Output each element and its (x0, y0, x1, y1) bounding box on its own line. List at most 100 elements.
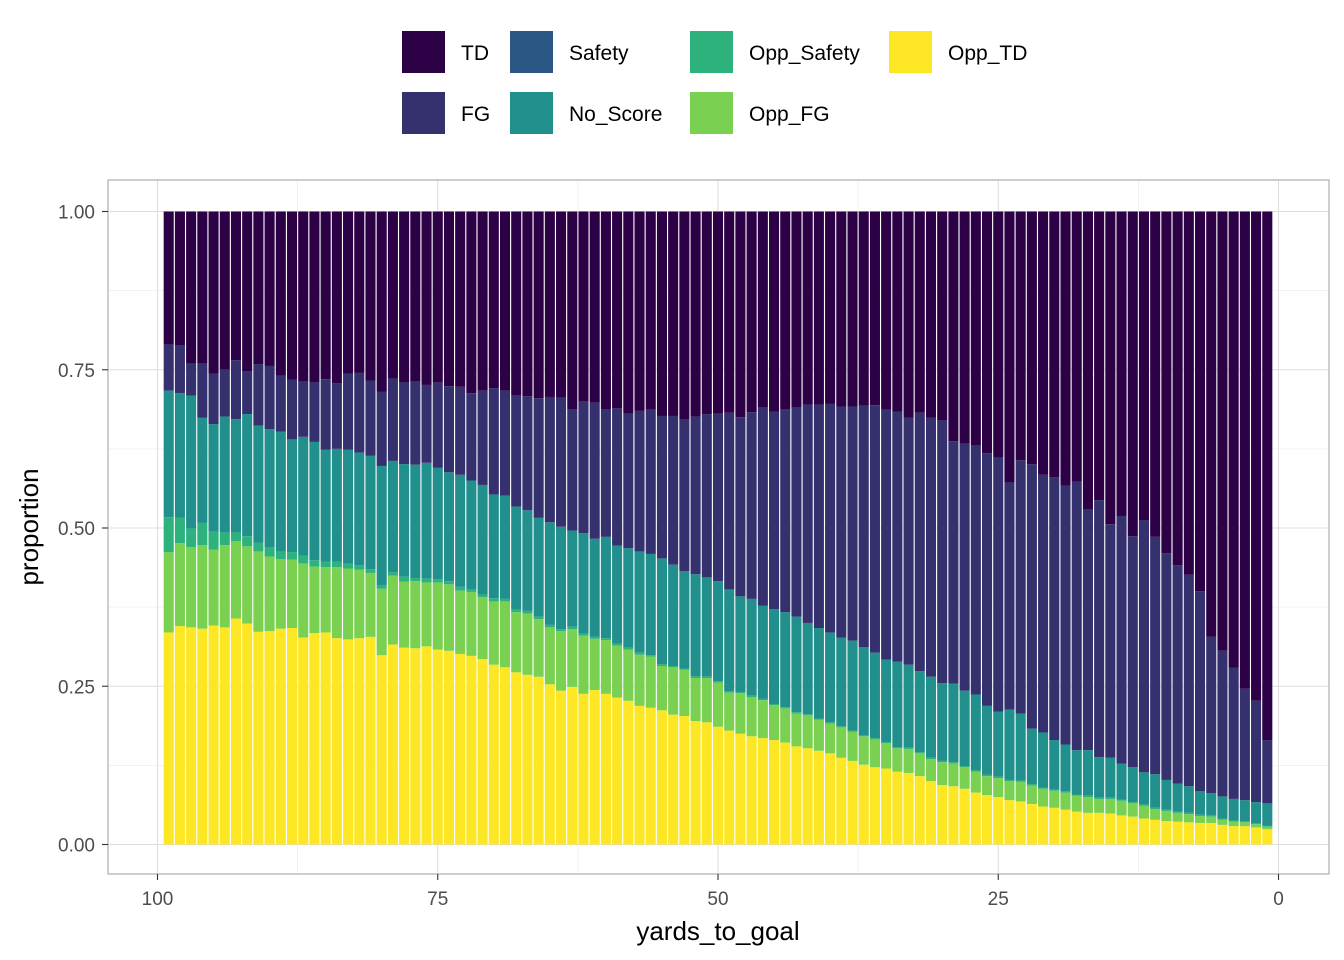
bar-segment (242, 414, 253, 537)
bar-segment (836, 726, 847, 728)
bar-segment (813, 718, 824, 720)
bar-segment (331, 448, 342, 562)
bar-segment (533, 517, 544, 617)
bar-segment (1105, 757, 1116, 798)
bar-segment (1251, 827, 1262, 845)
bar-segment (937, 760, 948, 763)
bar-segment (970, 445, 981, 695)
bar-segment (679, 571, 690, 669)
bar-segment (981, 211, 993, 454)
bar-segment (230, 532, 242, 542)
bar-segment (1206, 816, 1217, 823)
bar-segment (522, 674, 533, 845)
legend-key (510, 92, 553, 134)
bar-segment (421, 211, 432, 385)
bar-segment (578, 633, 589, 636)
bar-segment (1239, 211, 1250, 689)
bar-segment (1026, 211, 1037, 465)
bar-segment (937, 683, 948, 761)
bar-segment (253, 425, 264, 543)
bar-segment (1194, 822, 1206, 845)
bar-segment (410, 578, 421, 582)
bar-segment (1004, 779, 1015, 782)
bar-segment (612, 211, 623, 409)
bar-segment (1228, 211, 1239, 668)
bar-segment (769, 609, 780, 704)
bar-segment (701, 414, 712, 578)
bar-segment (925, 676, 937, 758)
bar-segment (1094, 757, 1105, 798)
bar-segment (219, 545, 230, 628)
bar-segment (230, 618, 242, 845)
y-tick-label: 0.00 (58, 836, 95, 857)
bar-segment (668, 665, 679, 668)
bar-segment (634, 410, 645, 552)
bar-segment (1127, 536, 1138, 768)
bar-segment (186, 627, 197, 845)
bar-segment (881, 659, 892, 742)
bar-segment (1004, 482, 1015, 710)
bar-segment (1004, 709, 1015, 780)
bar-segment (1071, 794, 1082, 796)
bar-segment (499, 495, 511, 599)
bar-segment (712, 413, 724, 582)
bar-segment (1015, 713, 1026, 781)
bar-segment (567, 408, 578, 531)
bar-segment (746, 736, 757, 845)
bar-segment (343, 449, 354, 564)
bar-segment (1161, 810, 1172, 822)
bar-segment (836, 211, 847, 407)
bar-segment (600, 408, 611, 537)
bar-segment (1071, 795, 1082, 812)
bar-segment (343, 568, 354, 640)
bar-segment (679, 211, 690, 420)
bar-segment (1217, 650, 1228, 797)
bar-segment (1161, 779, 1172, 810)
bar-segment (825, 632, 836, 723)
bar-segment (298, 637, 309, 845)
bar-segment (937, 420, 948, 684)
bar-segment (970, 771, 981, 793)
bar-segment (1004, 211, 1015, 483)
bar-segment (645, 656, 656, 708)
bar-segment (1239, 822, 1250, 827)
bar-segment (769, 705, 780, 741)
bar-segment (1094, 812, 1105, 845)
bar-segment (724, 211, 735, 413)
bar-segment (1150, 211, 1161, 537)
bar-segment (791, 713, 802, 747)
bar-segment (948, 211, 959, 442)
bar-segment (343, 373, 354, 450)
bar-segment (701, 722, 712, 845)
bar-segment (275, 431, 286, 552)
bar-segment (376, 465, 387, 585)
bar-segment (410, 581, 421, 649)
bar-segment (1127, 802, 1138, 804)
bar-segment (1094, 797, 1105, 799)
bar-segment (825, 722, 836, 724)
bar-segment (1116, 800, 1127, 816)
bar-segment (1060, 791, 1071, 793)
bar-segment (208, 549, 219, 626)
bar-segment (825, 211, 836, 404)
bar-segment (612, 697, 623, 845)
bar-segment (881, 211, 892, 410)
bar-segment (701, 577, 712, 677)
bar-segment (1060, 792, 1071, 810)
bar-segment (847, 640, 858, 731)
bar-segment (1071, 481, 1082, 751)
bar-segment (365, 572, 376, 637)
bar-segment (399, 382, 410, 465)
bar-segment (769, 703, 780, 706)
bar-segment (970, 770, 981, 772)
bar-segment (959, 690, 970, 767)
bar-segment (567, 629, 578, 687)
bar-segment (522, 613, 533, 675)
bar-segment (892, 771, 903, 845)
bar-segment (1116, 799, 1127, 801)
bar-segment (690, 678, 701, 722)
bar-segment (499, 667, 511, 845)
bar-segment (197, 628, 208, 845)
bar-segment (1049, 789, 1060, 791)
bar-segment (522, 510, 533, 611)
